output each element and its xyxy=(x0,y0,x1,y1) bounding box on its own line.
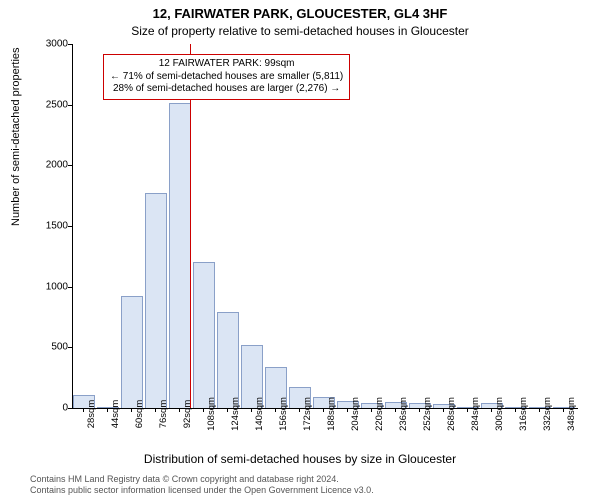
x-tick-label: 108sqm xyxy=(206,397,217,431)
x-tick-mark xyxy=(299,408,300,412)
y-tick-mark xyxy=(68,226,72,227)
x-tick-mark xyxy=(491,408,492,412)
chart-container: 12, FAIRWATER PARK, GLOUCESTER, GL4 3HF … xyxy=(0,0,600,500)
y-tick-label: 2000 xyxy=(8,160,68,171)
x-tick-label: 348sqm xyxy=(566,397,577,431)
annotation-box: 12 FAIRWATER PARK: 99sqm ← 71% of semi-d… xyxy=(103,54,350,100)
x-tick-mark xyxy=(371,408,372,412)
histogram-bar xyxy=(121,296,143,408)
x-tick-label: 284sqm xyxy=(470,397,481,431)
x-tick-label: 268sqm xyxy=(446,397,457,431)
y-tick-label: 500 xyxy=(8,342,68,353)
x-tick-label: 300sqm xyxy=(494,397,505,431)
x-tick-mark xyxy=(227,408,228,412)
x-tick-label: 332sqm xyxy=(542,397,553,431)
x-tick-mark xyxy=(107,408,108,412)
y-axis-label: Number of semi-detached properties xyxy=(10,47,22,226)
histogram-bar xyxy=(145,193,167,408)
x-tick-mark xyxy=(251,408,252,412)
x-tick-mark xyxy=(515,408,516,412)
x-tick-label: 220sqm xyxy=(374,397,385,431)
footer-attribution: Contains HM Land Registry data © Crown c… xyxy=(30,474,374,496)
x-tick-mark xyxy=(395,408,396,412)
x-tick-label: 28sqm xyxy=(86,400,97,429)
x-tick-mark xyxy=(275,408,276,412)
x-tick-label: 76sqm xyxy=(158,400,169,429)
y-tick-mark xyxy=(68,287,72,288)
histogram-bar xyxy=(193,262,215,408)
annotation-line-2: ← 71% of semi-detached houses are smalle… xyxy=(110,71,343,84)
y-tick-mark xyxy=(68,165,72,166)
chart-sub-title: Size of property relative to semi-detach… xyxy=(0,24,600,38)
x-tick-label: 316sqm xyxy=(518,397,529,431)
x-tick-label: 124sqm xyxy=(230,397,241,431)
y-tick-mark xyxy=(68,408,72,409)
annotation-line-3: 28% of semi-detached houses are larger (… xyxy=(110,83,343,96)
x-tick-label: 236sqm xyxy=(398,397,409,431)
x-tick-label: 188sqm xyxy=(326,397,337,431)
y-tick-mark xyxy=(68,347,72,348)
y-tick-label: 1000 xyxy=(8,281,68,292)
x-tick-mark xyxy=(443,408,444,412)
footer-line-1: Contains HM Land Registry data © Crown c… xyxy=(30,474,374,485)
x-tick-mark xyxy=(203,408,204,412)
y-tick-mark xyxy=(68,105,72,106)
x-tick-mark xyxy=(83,408,84,412)
x-tick-mark xyxy=(467,408,468,412)
x-tick-label: 60sqm xyxy=(134,400,145,429)
x-tick-mark xyxy=(563,408,564,412)
chart-main-title: 12, FAIRWATER PARK, GLOUCESTER, GL4 3HF xyxy=(0,6,600,21)
y-tick-label: 1500 xyxy=(8,221,68,232)
x-tick-mark xyxy=(347,408,348,412)
histogram-bar xyxy=(217,312,239,408)
x-tick-label: 252sqm xyxy=(422,397,433,431)
y-tick-mark xyxy=(68,44,72,45)
x-tick-mark xyxy=(419,408,420,412)
x-tick-label: 44sqm xyxy=(110,400,121,429)
x-tick-mark xyxy=(131,408,132,412)
x-tick-mark xyxy=(155,408,156,412)
x-tick-label: 156sqm xyxy=(278,397,289,431)
x-tick-label: 172sqm xyxy=(302,397,313,431)
x-tick-label: 140sqm xyxy=(254,397,265,431)
histogram-bar xyxy=(169,103,191,408)
y-tick-label: 3000 xyxy=(8,39,68,50)
plot-area: 12 FAIRWATER PARK: 99sqm ← 71% of semi-d… xyxy=(72,44,578,409)
x-tick-label: 92sqm xyxy=(182,400,193,429)
x-tick-mark xyxy=(539,408,540,412)
annotation-line-1: 12 FAIRWATER PARK: 99sqm xyxy=(110,58,343,71)
y-tick-label: 0 xyxy=(8,403,68,414)
x-tick-label: 204sqm xyxy=(350,397,361,431)
footer-line-2: Contains public sector information licen… xyxy=(30,485,374,496)
x-axis-label: Distribution of semi-detached houses by … xyxy=(0,452,600,466)
x-tick-mark xyxy=(179,408,180,412)
y-tick-label: 2500 xyxy=(8,99,68,110)
x-tick-mark xyxy=(323,408,324,412)
